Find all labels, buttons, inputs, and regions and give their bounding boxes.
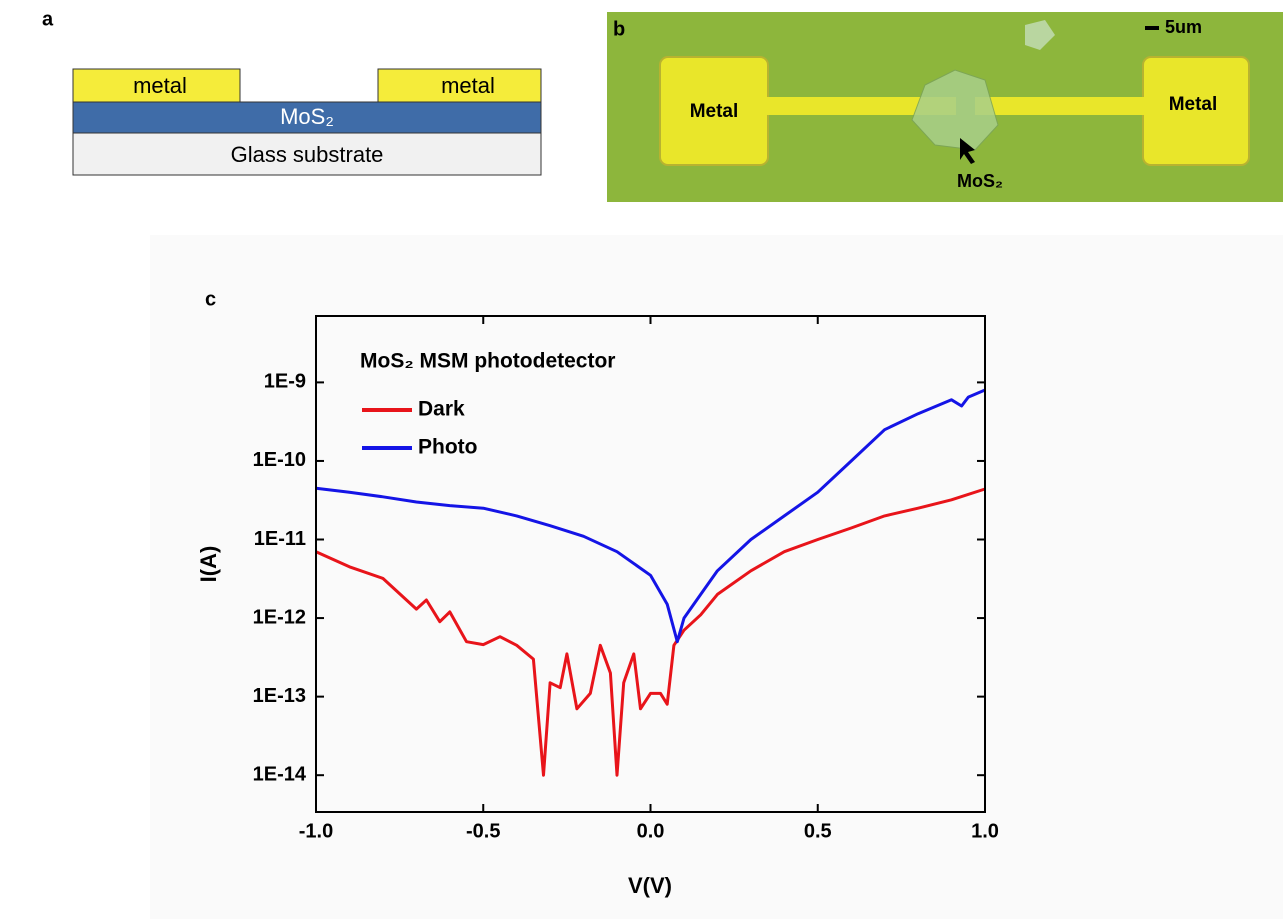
legend-label: Photo	[418, 436, 477, 459]
layer-label: Glass substrate	[231, 142, 384, 167]
electrode	[975, 97, 1145, 115]
x-axis-label: V(V)	[628, 873, 672, 898]
metal-block	[72, 68, 241, 103]
debris	[1025, 20, 1055, 50]
mos2-layer	[72, 101, 542, 134]
y-tick-label: 1E-9	[264, 371, 306, 393]
y-tick-label: 1E-12	[253, 606, 306, 628]
scale-bar	[1145, 26, 1159, 30]
x-tick-label: 0.5	[804, 820, 832, 842]
x-tick-label: -1.0	[299, 820, 333, 842]
data-line	[315, 388, 986, 644]
y-axis-label: I(A)	[196, 546, 221, 583]
glass-layer	[72, 132, 542, 176]
chart-background	[150, 235, 1283, 919]
x-tick-label: 1.0	[971, 820, 999, 842]
y-tick-label: 1E-10	[253, 449, 306, 471]
panel-label: a	[42, 8, 54, 30]
arrow	[960, 138, 975, 164]
x-tick-label: -0.5	[466, 820, 500, 842]
scale-label: 5um	[1165, 17, 1202, 37]
y-tick-label: 1E-11	[254, 528, 306, 550]
pad-label: Metal	[690, 101, 739, 122]
data-line	[315, 487, 986, 777]
x-tick-label: 0.0	[637, 820, 665, 842]
layer-label: MoS₂	[280, 104, 334, 129]
legend-title: MoS₂ MSM photodetector	[360, 350, 615, 373]
layer-label: metal	[441, 73, 495, 98]
metal-block	[377, 68, 542, 103]
plot-frame	[315, 315, 986, 813]
legend-label: Dark	[418, 398, 465, 421]
panel-label: b	[613, 18, 625, 40]
layer-label: metal	[133, 73, 187, 98]
pad-label: Metal	[1169, 94, 1218, 115]
flake	[911, 69, 999, 151]
y-tick-label: 1E-13	[253, 685, 306, 707]
panel-label: c	[205, 288, 216, 310]
electrode	[766, 97, 956, 115]
flake-label: MoS₂	[957, 171, 1003, 191]
y-tick-label: 1E-14	[253, 763, 307, 785]
